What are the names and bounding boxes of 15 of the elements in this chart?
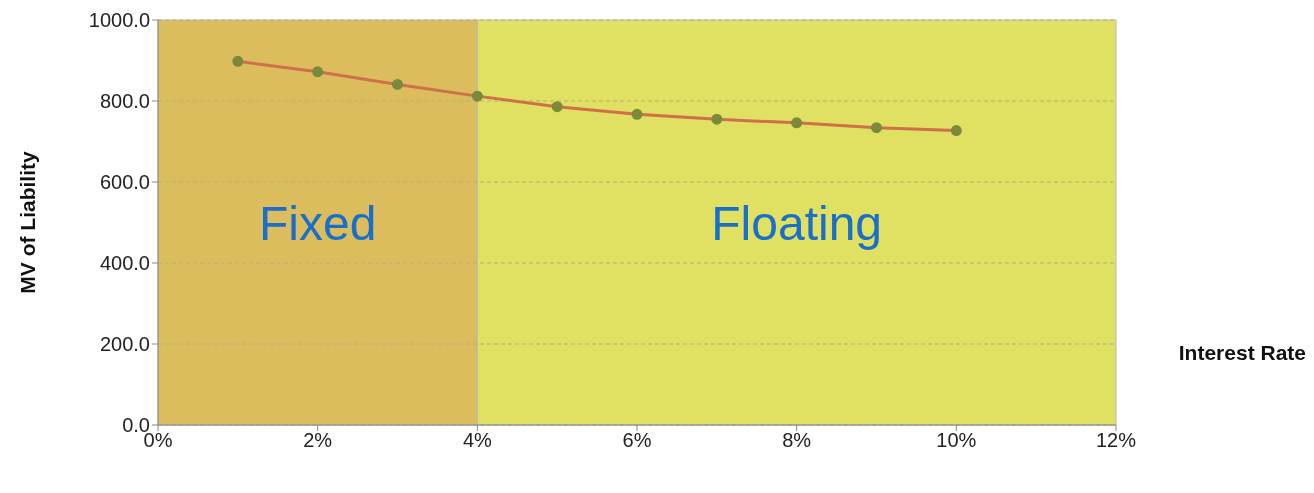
x-tick-label: 4% <box>462 429 492 452</box>
band-label: Fixed <box>258 196 377 250</box>
y-axis-title: MV of Liability <box>16 151 40 294</box>
y-tick-label: 1000.0 <box>88 9 150 32</box>
y-tick-label: 600.0 <box>99 171 150 194</box>
x-tick-label: 6% <box>622 429 652 452</box>
y-tick-label: 200.0 <box>99 333 150 356</box>
x-tick-label: 12% <box>1095 429 1137 452</box>
x-tick-label: 2% <box>303 429 333 452</box>
y-tick-label: 800.0 <box>99 90 150 113</box>
y-tick-label: 400.0 <box>99 252 150 275</box>
x-tick-label: 8% <box>782 429 812 452</box>
band-label: Floating <box>711 196 883 250</box>
x-tick-label: 10% <box>936 429 977 452</box>
x-axis-title: Interest Rate <box>1178 340 1306 364</box>
